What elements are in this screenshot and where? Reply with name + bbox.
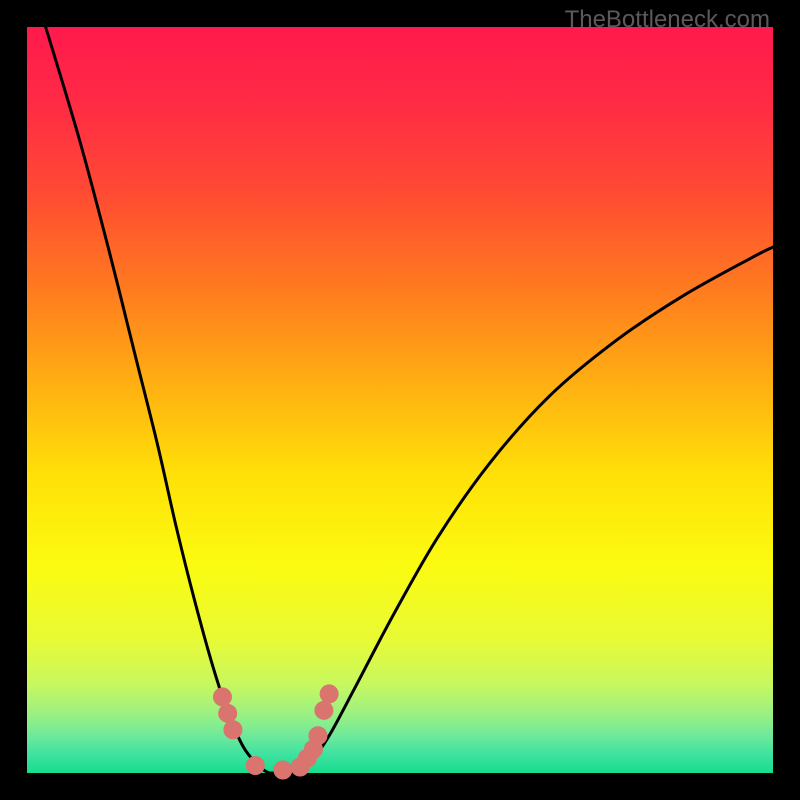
data-marker xyxy=(309,727,327,745)
data-marker xyxy=(320,685,338,703)
data-marker xyxy=(219,704,237,722)
data-marker xyxy=(213,688,231,706)
chart-stage: TheBottleneck.com xyxy=(0,0,800,800)
data-marker xyxy=(224,721,242,739)
chart-overlay-svg xyxy=(0,0,800,800)
bottleneck-curve xyxy=(46,27,773,774)
data-marker xyxy=(246,757,264,775)
data-marker xyxy=(274,761,292,779)
watermark-text: TheBottleneck.com xyxy=(565,6,770,34)
data-marker xyxy=(315,701,333,719)
